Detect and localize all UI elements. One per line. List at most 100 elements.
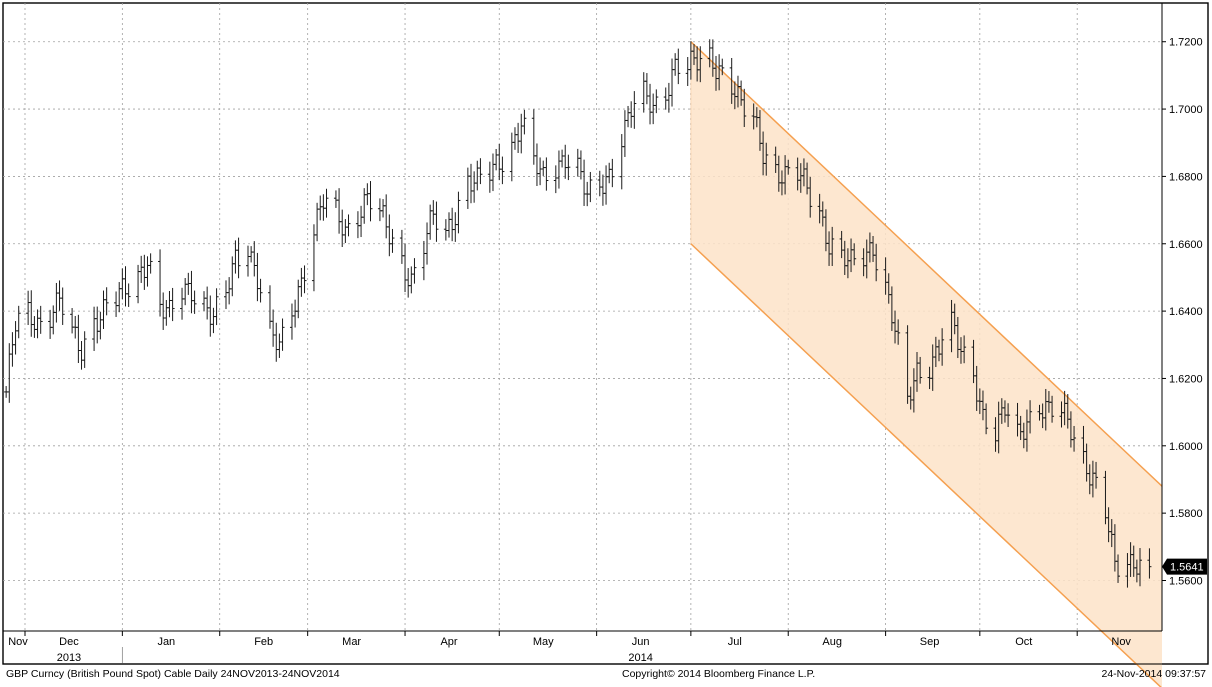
price-bar (117, 282, 122, 313)
price-bar (676, 48, 681, 85)
price-bar (494, 148, 499, 171)
price-bar (1147, 548, 1152, 579)
price-bar (70, 308, 75, 334)
price-bar (35, 309, 40, 339)
price-bar (236, 237, 241, 279)
price-bar (139, 255, 144, 283)
x-tick-label: Mar (342, 636, 361, 648)
price-bar (189, 270, 194, 314)
x-tick-label: Jun (632, 636, 650, 648)
y-tick-label: 1.5800 (1169, 508, 1203, 520)
copyright-notice: Copyright© 2014 Bloomberg Finance L.P. (622, 668, 816, 680)
price-bar (318, 195, 323, 221)
price-bar (742, 88, 747, 128)
price-bar (918, 356, 923, 384)
price-bar (560, 149, 565, 168)
price-bar (311, 224, 316, 292)
last-price-badge: 1.5641 (1162, 558, 1207, 575)
price-bar (666, 82, 671, 113)
price-bar (1138, 548, 1143, 587)
price-bar (390, 228, 395, 253)
price-bar (399, 229, 404, 264)
x-tick-label: Oct (1015, 636, 1032, 648)
price-bar (233, 240, 238, 274)
price-bar (421, 240, 426, 281)
price-bar (381, 199, 386, 218)
x-tick-label: Sep (920, 636, 940, 648)
price-bar (538, 157, 543, 186)
price-bar (648, 83, 653, 125)
price-bar (205, 286, 210, 320)
price-bar (465, 167, 470, 209)
price-bar (663, 87, 668, 110)
price-bar (641, 72, 646, 113)
price-bar (575, 148, 580, 177)
price-bar (1094, 461, 1099, 489)
chart-frame (2, 2, 1209, 665)
price-bar (362, 188, 367, 224)
price-bar (167, 290, 172, 318)
price-bar (578, 150, 583, 180)
price-bar (208, 295, 213, 337)
price-bar (622, 110, 627, 157)
timestamp: 24-Nov-2014 09:37:57 (1101, 668, 1207, 680)
price-bar (123, 266, 128, 307)
y-axis: 1.5600 1.5800 1.6000 1.6200 1.6400 1.6600 1.68… (1162, 37, 1203, 587)
x-tick-label: Aug (822, 636, 842, 648)
price-bar (95, 306, 100, 344)
price-bar (428, 204, 433, 240)
price-bar (478, 158, 483, 185)
price-bar (7, 343, 12, 403)
price-bar (487, 161, 492, 193)
y-tick-label: 1.7000 (1169, 104, 1203, 116)
price-bar (224, 280, 229, 310)
price-bar (962, 335, 967, 364)
price-bar (456, 191, 461, 234)
price-bar (346, 214, 351, 237)
price-bar (296, 279, 301, 319)
y-tick-label: 1.6200 (1169, 373, 1203, 385)
price-bar (315, 202, 320, 242)
price-bar (227, 277, 232, 305)
last-price-label: 1.5641 (1170, 562, 1204, 574)
y-tick-label: 1.6400 (1169, 306, 1203, 318)
price-bar (720, 58, 725, 76)
y-tick-label: 1.5600 (1169, 575, 1203, 587)
x-tick-label: Apr (440, 636, 457, 648)
price-bar (230, 256, 235, 297)
price-bar (450, 207, 455, 242)
price-bar (82, 331, 87, 368)
ohlc-bars (4, 39, 1152, 588)
price-bar (54, 282, 59, 323)
price-bar (293, 299, 298, 328)
price-bar (368, 181, 373, 222)
price-bar (522, 109, 527, 135)
price-bar (387, 214, 392, 257)
price-bar (51, 305, 56, 335)
price-bar (534, 143, 539, 187)
price-bar (337, 188, 342, 234)
x-axis: Nov Dec 2013 Jan Feb Mar Apr May Jun 2014 Jul Aug Se… (8, 631, 1131, 664)
grid-lines (3, 3, 1162, 631)
price-bar (874, 243, 879, 282)
price-bar (519, 113, 524, 154)
channel-upper-line (690, 41, 1163, 487)
price-bar (289, 303, 294, 340)
price-bar (600, 174, 605, 206)
price-bar (1006, 403, 1011, 428)
price-bar (516, 122, 521, 153)
x-tick-label: Nov (8, 636, 28, 648)
price-bar (604, 165, 609, 205)
price-bar (164, 300, 169, 326)
price-bar (48, 309, 53, 339)
price-bar (500, 156, 505, 185)
price-bar (764, 142, 769, 176)
y-tick-label: 1.6600 (1169, 239, 1203, 251)
price-bar (148, 253, 153, 274)
price-bar (670, 58, 675, 107)
price-bar (245, 245, 250, 277)
price-bar (142, 254, 147, 290)
price-bar (453, 212, 458, 242)
price-bar (365, 183, 370, 206)
